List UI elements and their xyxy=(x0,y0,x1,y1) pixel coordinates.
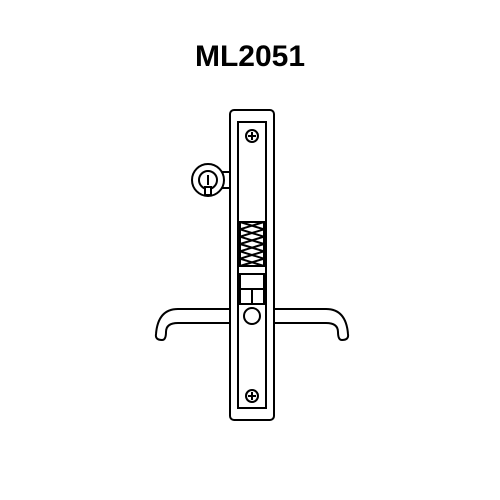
lock-svg xyxy=(120,100,380,440)
lock-diagram xyxy=(120,100,380,440)
product-model-title: ML2051 xyxy=(195,40,305,74)
